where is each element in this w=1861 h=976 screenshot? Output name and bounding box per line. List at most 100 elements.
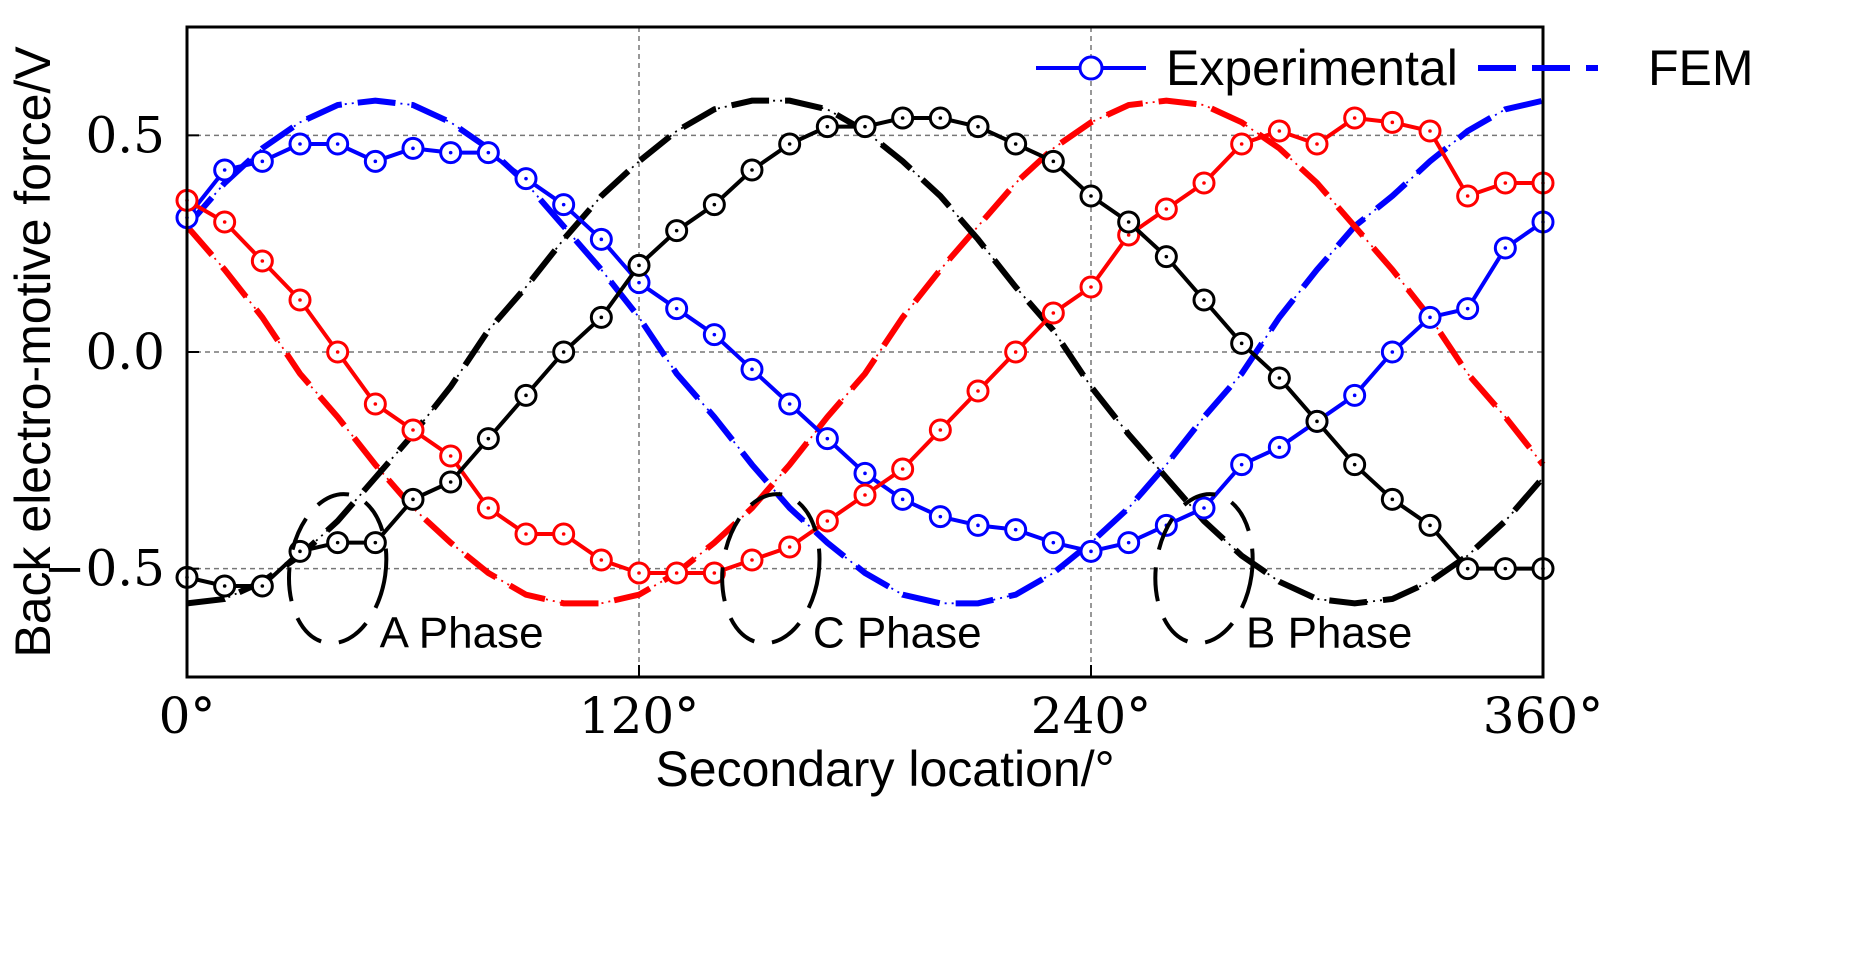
data-point-center	[976, 523, 980, 528]
data-point-center	[1089, 194, 1093, 198]
data-point-center	[448, 454, 453, 458]
data-point-center	[900, 497, 905, 502]
data-point-center	[599, 237, 604, 242]
data-point-center	[938, 116, 943, 120]
data-point-center	[335, 142, 340, 146]
data-point-center	[1202, 298, 1206, 302]
data-point-center	[900, 467, 905, 471]
data-point-center	[486, 436, 491, 441]
data-point-center	[976, 389, 980, 393]
legend-experimental-marker	[1078, 55, 1104, 81]
legend: Experimental FEM	[1036, 40, 1754, 96]
data-point-center	[863, 124, 867, 129]
data-point-center	[599, 558, 604, 562]
data-point-center	[787, 402, 792, 406]
experimental-markers-3	[175, 106, 1555, 598]
data-point-center	[1089, 549, 1093, 554]
y-axis-label: Back electro-motive force/V	[5, 46, 61, 658]
data-point-center	[712, 332, 717, 337]
data-point-center	[1051, 159, 1056, 164]
data-point-center	[674, 306, 679, 311]
y-tick-label-1: 0.0	[85, 323, 165, 381]
data-point-center	[900, 116, 905, 120]
data-point-center	[787, 545, 792, 549]
data-point-center	[524, 532, 528, 536]
data-point-center	[1013, 527, 1018, 532]
data-point-center	[1465, 194, 1470, 198]
data-point-center	[222, 584, 227, 588]
data-point-center	[298, 142, 302, 146]
data-point-center	[448, 480, 453, 484]
data-point-center	[486, 150, 491, 155]
data-point-center	[825, 124, 830, 129]
data-point-center	[335, 540, 340, 545]
data-point-center	[1126, 540, 1131, 545]
data-point-center	[1013, 350, 1018, 354]
data-point-center	[750, 558, 754, 562]
data-point-center	[863, 471, 867, 476]
data-point-center	[637, 263, 641, 268]
data-point-center	[1239, 341, 1244, 346]
x-axis-label: Secondary location/°	[655, 741, 1114, 797]
data-point-center	[1202, 506, 1206, 510]
data-point-center	[1390, 350, 1395, 354]
data-point-center	[486, 506, 491, 510]
data-point-center	[1013, 142, 1018, 146]
data-point-center	[1352, 462, 1357, 467]
phase-label-2: B Phase	[1246, 609, 1412, 658]
data-point-center	[222, 168, 227, 172]
data-point-center	[373, 402, 378, 406]
data-point-center	[1315, 419, 1319, 424]
axis-ticks: 0° 120° 240° 360° −0.5 0.0 0.5	[44, 106, 1604, 745]
data-point-center	[448, 150, 453, 155]
data-point-center	[825, 436, 830, 441]
data-point-center	[1089, 285, 1093, 289]
data-point-center	[222, 220, 227, 224]
data-point-center	[1503, 246, 1508, 250]
data-point-center	[1277, 376, 1282, 380]
data-point-center	[1202, 181, 1206, 185]
x-tick-label-3: 360°	[1483, 687, 1603, 745]
data-point-center	[561, 350, 566, 354]
data-point-center	[260, 159, 265, 164]
data-point-center	[260, 584, 265, 588]
data-point-center	[787, 142, 792, 146]
data-point-center	[1352, 116, 1357, 120]
data-point-center	[411, 497, 415, 502]
data-point-center	[561, 202, 566, 207]
data-point-center	[1051, 540, 1056, 545]
y-tick-label-0: −0.5	[44, 540, 165, 598]
data-point-center	[637, 571, 641, 575]
data-point-center	[674, 571, 679, 575]
data-point-center	[938, 514, 943, 519]
x-tick-label-1: 120°	[579, 687, 699, 745]
data-point-center	[561, 532, 566, 536]
phase-label-0: A Phase	[380, 609, 544, 658]
data-point-center	[1315, 142, 1319, 146]
data-point-center	[938, 428, 943, 432]
data-point-center	[1465, 306, 1470, 311]
data-point-center	[260, 259, 265, 263]
data-point-center	[750, 168, 754, 172]
data-point-center	[976, 124, 980, 129]
data-point-center	[712, 202, 717, 207]
data-point-center	[1503, 181, 1508, 185]
data-point-center	[1277, 445, 1282, 450]
data-point-center	[524, 393, 528, 398]
legend-experimental-label: Experimental	[1166, 40, 1458, 96]
x-tick-label-2: 240°	[1031, 687, 1151, 745]
data-point-center	[1239, 142, 1244, 146]
phase-ellipse-1	[720, 492, 822, 646]
y-tick-label-2: 0.5	[85, 106, 165, 164]
data-point-center	[1126, 220, 1131, 224]
experimental-curves	[175, 106, 1555, 598]
data-point-center	[1503, 566, 1508, 571]
data-point-center	[1352, 393, 1357, 398]
data-point-center	[750, 367, 754, 372]
x-tick-label-0: 0°	[159, 687, 216, 745]
data-point-center	[1390, 497, 1395, 502]
data-point-center	[298, 549, 302, 554]
phase-label-1: C Phase	[813, 609, 982, 658]
data-point-center	[637, 280, 641, 285]
